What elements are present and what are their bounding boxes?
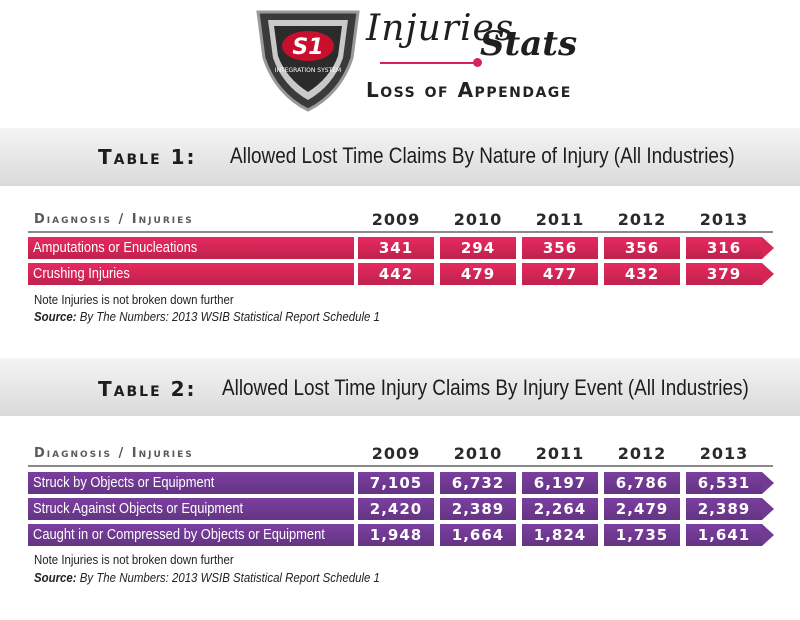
table2-note: Note Injuries is not broken down further [34,552,234,567]
table1-note: Note Injuries is not broken down further [34,292,234,307]
table2-source: Source: By The Numbers: 2013 WSIB Statis… [34,570,380,585]
row-label-bar [28,498,354,520]
table-cell-2010: 479 [440,263,516,285]
table2-year-2012: 2012 [617,444,667,463]
table1-year-2010: 2010 [453,210,503,229]
row-label: Struck Against Objects or Equipment [33,500,244,517]
table1-year-2011: 2011 [535,210,585,229]
row-label: Crushing Injuries [33,265,130,282]
table-cell-2011: 1,824 [522,524,598,546]
table-cell-2013: 2,389 [686,498,762,520]
table1-year-2012: 2012 [617,210,667,229]
row-label: Amputations or Enucleations [33,239,198,256]
table-cell-2009: 7,105 [358,472,434,494]
row-arrow-icon [762,472,774,494]
table1-year-2009: 2009 [371,210,421,229]
title-bold: Stats [480,24,578,64]
table-cell-2010: 6,732 [440,472,516,494]
row-label: Caught in or Compressed by Objects or Eq… [33,526,325,543]
table1-row-header: Diagnosis / Injuries [34,212,194,227]
table2-year-2013: 2013 [699,444,749,463]
table-cell-2011: 477 [522,263,598,285]
table1-source-text: By The Numbers: 2013 WSIB Statistical Re… [79,309,380,324]
row-label-bar [28,472,354,494]
table1-banner [0,128,800,186]
table1-source-label: Source: [34,309,77,324]
row-arrow-icon [762,524,774,546]
table2-source-text: By The Numbers: 2013 WSIB Statistical Re… [79,570,380,585]
row-arrow-icon [762,498,774,520]
table-cell-2011: 356 [522,237,598,259]
table2-row: Struck Against Objects or Equipment 2,420… [28,498,788,520]
row-arrow-icon [762,237,774,259]
table-cell-2012: 1,735 [604,524,680,546]
table2-source-label: Source: [34,570,77,585]
table-cell-2010: 1,664 [440,524,516,546]
table1-row: Amputations or Enucleations 341 294 356 356 3… [28,237,788,259]
table-cell-2013: 379 [686,263,762,285]
table2-row: Struck by Objects or Equipment 7,105 6,732… [28,472,788,494]
table2-year-2010: 2010 [453,444,503,463]
table2-year-2009: 2009 [371,444,421,463]
svg-text:INTEGRATION SYSTEM: INTEGRATION SYSTEM [275,67,341,74]
table-cell-2013: 316 [686,237,762,259]
title-underline [380,62,476,64]
table-cell-2013: 1,641 [686,524,762,546]
table-cell-2009: 341 [358,237,434,259]
table-cell-2009: 2,420 [358,498,434,520]
table2-year-2011: 2011 [535,444,585,463]
row-label-bar [28,263,354,285]
table-cell-2010: 2,389 [440,498,516,520]
table2-label: Table 2: [98,377,197,401]
table-cell-2013: 6,531 [686,472,762,494]
table-cell-2011: 6,197 [522,472,598,494]
row-label-bar [28,237,354,259]
svg-text:S1: S1 [292,35,323,60]
table-cell-2009: 1,948 [358,524,434,546]
table-cell-2011: 2,264 [522,498,598,520]
table1-year-2013: 2013 [699,210,749,229]
page-subtitle: Loss of Appendage [366,78,572,102]
title-script: Injuries [366,8,515,49]
table-cell-2012: 432 [604,263,680,285]
table1-header-rule [28,231,773,233]
table2-title: Allowed Lost Time Injury Claims By Injur… [222,375,749,400]
table2-row-header: Diagnosis / Injuries [34,446,194,461]
table1-source: Source: By The Numbers: 2013 WSIB Statis… [34,309,380,324]
table2-header-rule [28,465,773,467]
title-dot [473,58,482,67]
row-arrow-icon [762,263,774,285]
table1-row: Crushing Injuries 442 479 477 432 379 [28,263,788,285]
table-cell-2012: 6,786 [604,472,680,494]
row-label-bar [28,524,354,546]
table2-row: Caught in or Compressed by Objects or Eq… [28,524,788,546]
s1-logo: S1 INTEGRATION SYSTEM [256,10,360,112]
table-cell-2012: 356 [604,237,680,259]
table2-banner [0,358,800,416]
table-cell-2009: 442 [358,263,434,285]
table1-label: Table 1: [98,145,197,169]
table1-title: Allowed Lost Time Claims By Nature of In… [230,143,735,168]
table-cell-2012: 2,479 [604,498,680,520]
row-label: Struck by Objects or Equipment [33,474,215,491]
table-cell-2010: 294 [440,237,516,259]
